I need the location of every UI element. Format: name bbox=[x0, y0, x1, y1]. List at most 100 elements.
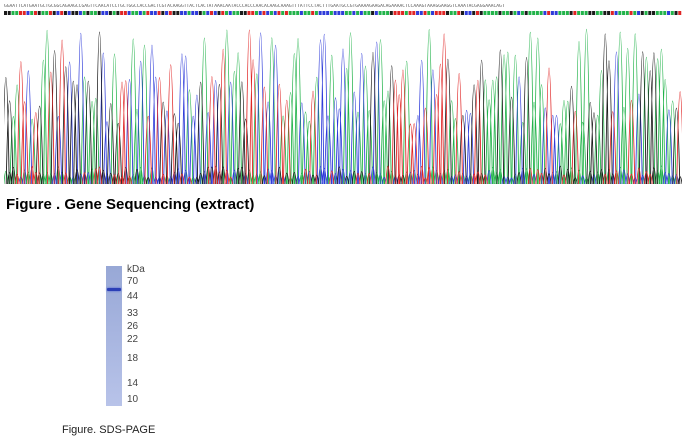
base-call-mark bbox=[78, 11, 82, 15]
base-call-mark bbox=[389, 11, 393, 15]
sds-page-caption: Figure. SDS-PAGE bbox=[62, 424, 156, 436]
marker-label: 70 bbox=[127, 276, 139, 287]
base-call-mark bbox=[603, 11, 607, 15]
marker-label: 44 bbox=[127, 291, 139, 302]
base-call-mark bbox=[539, 11, 543, 15]
base-color-strip bbox=[4, 11, 682, 15]
base-call-mark bbox=[505, 11, 509, 15]
base-call-mark bbox=[258, 11, 262, 15]
base-call-mark bbox=[172, 11, 176, 15]
base-call-mark bbox=[225, 11, 229, 15]
base-call-mark bbox=[614, 11, 618, 15]
base-call-mark bbox=[243, 11, 247, 15]
base-call-mark bbox=[153, 11, 157, 15]
base-call-mark bbox=[502, 11, 506, 15]
base-call-mark bbox=[337, 11, 341, 15]
base-call-mark bbox=[352, 11, 356, 15]
base-call-mark bbox=[37, 11, 41, 15]
base-call-mark bbox=[633, 11, 637, 15]
base-call-mark bbox=[457, 11, 461, 15]
base-call-mark bbox=[670, 11, 674, 15]
base-call-mark bbox=[191, 11, 195, 15]
base-call-mark bbox=[637, 11, 641, 15]
base-call-mark bbox=[18, 11, 22, 15]
base-call-mark bbox=[640, 11, 644, 15]
base-call-mark bbox=[655, 11, 659, 15]
base-call-mark bbox=[401, 11, 405, 15]
trace-T bbox=[14, 29, 682, 184]
base-call-mark bbox=[618, 11, 622, 15]
base-call-mark bbox=[644, 11, 648, 15]
gene-sequencing-caption: Figure . Gene Sequencing (extract) bbox=[6, 196, 255, 213]
base-call-mark bbox=[359, 11, 363, 15]
base-call-mark bbox=[520, 11, 524, 15]
base-call-mark bbox=[296, 11, 300, 15]
base-call-mark bbox=[86, 11, 90, 15]
base-call-mark bbox=[288, 11, 292, 15]
base-call-mark bbox=[416, 11, 420, 15]
base-call-mark bbox=[221, 11, 225, 15]
base-call-mark bbox=[535, 11, 539, 15]
base-call-mark bbox=[577, 11, 581, 15]
base-call-mark bbox=[378, 11, 382, 15]
base-call-mark bbox=[116, 11, 120, 15]
base-call-mark bbox=[674, 11, 678, 15]
base-call-mark bbox=[22, 11, 26, 15]
base-call-mark bbox=[75, 11, 79, 15]
base-call-mark bbox=[198, 11, 202, 15]
base-call-mark bbox=[607, 11, 611, 15]
base-call-mark bbox=[217, 11, 221, 15]
base-call-mark bbox=[622, 11, 626, 15]
base-call-mark bbox=[183, 11, 187, 15]
base-call-mark bbox=[659, 11, 663, 15]
base-call-mark bbox=[678, 11, 682, 15]
base-call-mark bbox=[277, 11, 281, 15]
base-call-mark bbox=[202, 11, 206, 15]
base-call-sequence: GGAATTCATGAATGCTGCGGCAGAAGCCGAGTTCAACATC… bbox=[4, 4, 505, 9]
base-call-mark bbox=[663, 11, 667, 15]
marker-label: 14 bbox=[127, 378, 139, 389]
base-call-mark bbox=[509, 11, 513, 15]
base-call-mark bbox=[168, 11, 172, 15]
base-call-mark bbox=[210, 11, 214, 15]
base-call-mark bbox=[438, 11, 442, 15]
base-call-mark bbox=[228, 11, 232, 15]
marker-label: 10 bbox=[127, 394, 139, 405]
base-call-mark bbox=[292, 11, 296, 15]
marker-label: 18 bbox=[127, 353, 139, 364]
base-call-mark bbox=[105, 11, 109, 15]
base-call-mark bbox=[367, 11, 371, 15]
base-call-mark bbox=[82, 11, 86, 15]
base-call-mark bbox=[187, 11, 191, 15]
base-call-mark bbox=[247, 11, 251, 15]
base-call-mark bbox=[494, 11, 498, 15]
base-call-mark bbox=[610, 11, 614, 15]
base-call-mark bbox=[7, 11, 11, 15]
base-call-mark bbox=[513, 11, 517, 15]
base-call-mark bbox=[386, 11, 390, 15]
base-call-mark bbox=[446, 11, 450, 15]
base-call-mark bbox=[266, 11, 270, 15]
trace-C bbox=[18, 32, 679, 184]
base-call-mark bbox=[344, 11, 348, 15]
base-call-mark bbox=[487, 11, 491, 15]
base-call-mark bbox=[427, 11, 431, 15]
base-call-mark bbox=[318, 11, 322, 15]
base-call-mark bbox=[45, 11, 49, 15]
base-call-mark bbox=[180, 11, 184, 15]
base-call-mark bbox=[573, 11, 577, 15]
base-call-mark bbox=[4, 11, 7, 15]
base-call-mark bbox=[56, 11, 60, 15]
base-call-mark bbox=[547, 11, 551, 15]
trace-A bbox=[4, 29, 677, 184]
base-call-mark bbox=[584, 11, 588, 15]
base-call-mark bbox=[554, 11, 558, 15]
base-call-mark bbox=[52, 11, 56, 15]
gel-lane bbox=[106, 266, 122, 406]
base-call-mark bbox=[524, 11, 528, 15]
base-call-mark bbox=[63, 11, 67, 15]
base-call-mark bbox=[262, 11, 266, 15]
base-call-mark bbox=[442, 11, 446, 15]
base-call-mark bbox=[142, 11, 146, 15]
base-call-mark bbox=[311, 11, 315, 15]
